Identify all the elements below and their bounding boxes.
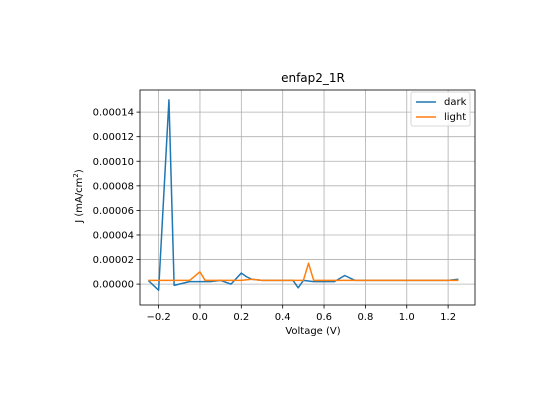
x-axis-label: Voltage (V): [285, 326, 340, 337]
y-axis-label: J (mA/cm2): [72, 169, 85, 224]
y-tick-label: 0.00008: [93, 181, 134, 192]
y-axis-label-main: J (mA/cm: [74, 178, 85, 224]
y-tick-label: 0.00006: [93, 206, 134, 217]
y-axis-ticks: 0.00000 0.00002 0.00004 0.00006 0.00008 0.000…: [93, 108, 140, 291]
y-tick-label: 0.00002: [93, 255, 134, 266]
x-tick-label: 0.8: [357, 312, 373, 323]
chart-title: enfap2_1R: [281, 71, 345, 85]
y-tick-label: 0.00010: [93, 157, 134, 168]
y-axis-label-superscript: 2: [72, 173, 80, 177]
series-line-light: [148, 262, 459, 282]
x-tick-label: 0.4: [275, 312, 291, 323]
y-tick-label: 0.00000: [93, 280, 134, 291]
x-tick-label: 0.6: [316, 312, 332, 323]
plot-frame: [139, 89, 476, 306]
x-axis-ticks: −0.2 0.0 0.2 0.4 0.6 0.8 1.0 1.2: [146, 305, 456, 323]
y-tick-label: 0.00014: [93, 108, 134, 119]
x-tick-label: 0.2: [233, 312, 249, 323]
series-lines: [147, 99, 459, 292]
x-tick-label: 1.0: [399, 312, 415, 323]
y-tick-label: 0.00012: [93, 132, 134, 143]
legend: dark light: [410, 91, 471, 127]
y-tick-label: 0.00004: [93, 230, 134, 241]
x-tick-label: 1.2: [440, 312, 456, 323]
x-tick-label: 0.0: [192, 312, 208, 323]
x-tick-label: −0.2: [146, 312, 170, 323]
legend-label-dark: dark: [444, 97, 467, 108]
y-axis-label-close: ): [74, 169, 85, 173]
legend-label-light: light: [444, 112, 466, 123]
